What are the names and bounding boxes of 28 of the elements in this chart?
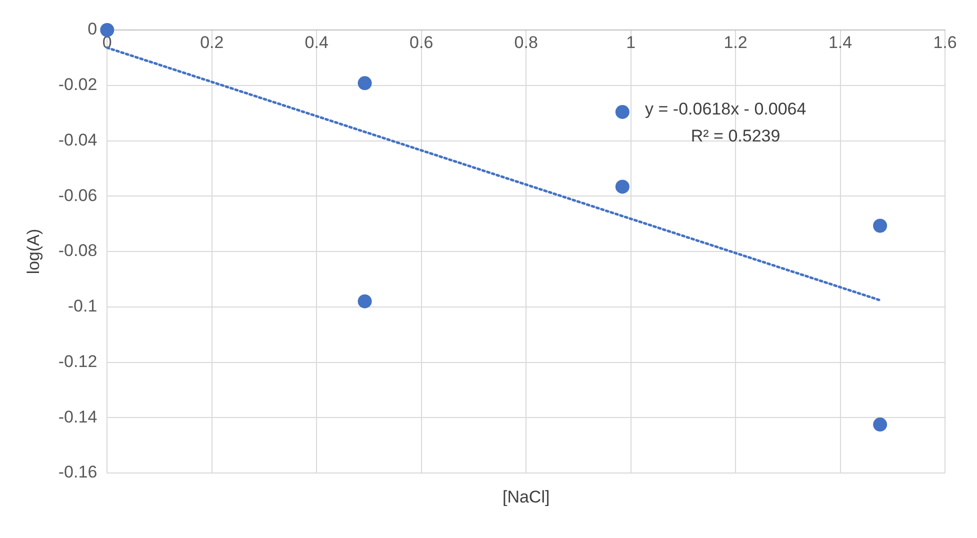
x-tick-label: 1.4	[828, 32, 852, 52]
x-tick-label: 1	[626, 32, 636, 52]
annotation: R² = 0.5239	[690, 126, 780, 146]
annotation: y = -0.0618x - 0.0064	[645, 100, 806, 119]
point	[358, 294, 372, 308]
x-tick-label: 1.6	[933, 32, 957, 52]
point	[358, 76, 372, 90]
y-tick-label: -0.14	[58, 407, 98, 426]
y-axis-title: log(A)	[24, 228, 43, 274]
x-tick-label: 0.2	[200, 32, 224, 52]
y-tick-label: -0.1	[68, 296, 98, 316]
point	[873, 218, 888, 233]
x-tick-label: 1.2	[724, 32, 748, 52]
y-tick-label: -0.02	[58, 75, 98, 94]
point	[615, 180, 630, 194]
point	[100, 23, 114, 37]
y-tick-label: -0.04	[58, 130, 98, 150]
point	[873, 418, 888, 432]
x-axis-title: [NaCl]	[502, 488, 550, 507]
point	[615, 104, 630, 119]
x-tick-label: 0.8	[514, 32, 538, 52]
x-tick-label: 0.4	[304, 32, 328, 52]
y-tick-label: -0.16	[58, 462, 98, 482]
y-tick-label: -0.06	[58, 186, 98, 205]
y-tick-label: 0	[88, 20, 98, 39]
y-tick-label: -0.08	[58, 241, 98, 260]
y-tick-label: -0.12	[58, 352, 98, 371]
x-tick-label: 0.6	[410, 32, 434, 52]
